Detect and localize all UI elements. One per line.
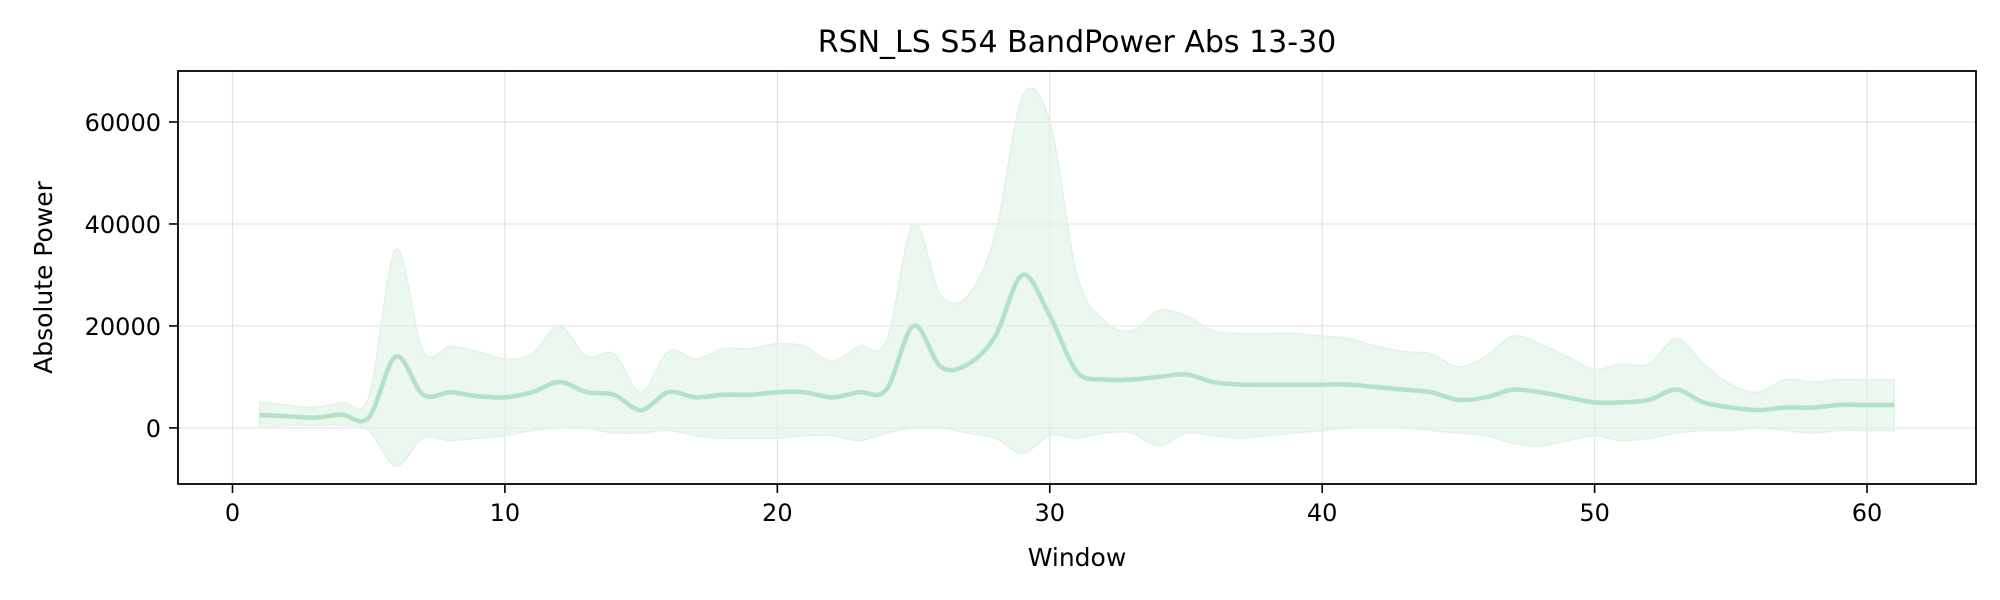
y-tick-label: 0 — [146, 415, 161, 443]
axis-ticks: 0 10 20 30 40 50 60 0 20000 40000 60000 — [85, 109, 1883, 527]
x-tick-label: 60 — [1852, 499, 1883, 527]
y-tick-label: 60000 — [85, 109, 161, 137]
x-tick-label: 10 — [490, 499, 521, 527]
x-tick-label: 30 — [1034, 499, 1065, 527]
plot-frame — [177, 70, 1977, 485]
x-tick-label: 50 — [1579, 499, 1610, 527]
x-tick-label: 0 — [225, 499, 240, 527]
y-tick-label: 40000 — [85, 211, 161, 239]
y-axis-label: Absolute Power — [29, 180, 58, 374]
x-tick-label: 20 — [762, 499, 793, 527]
series-line — [259, 272, 1895, 424]
chart-title: RSN_LS S54 BandPower Abs 13-30 — [818, 25, 1337, 60]
y-tick-label: 20000 — [85, 313, 161, 341]
std-band — [258, 87, 1896, 467]
x-axis-label: Window — [1028, 543, 1127, 572]
x-tick-label: 40 — [1307, 499, 1338, 527]
